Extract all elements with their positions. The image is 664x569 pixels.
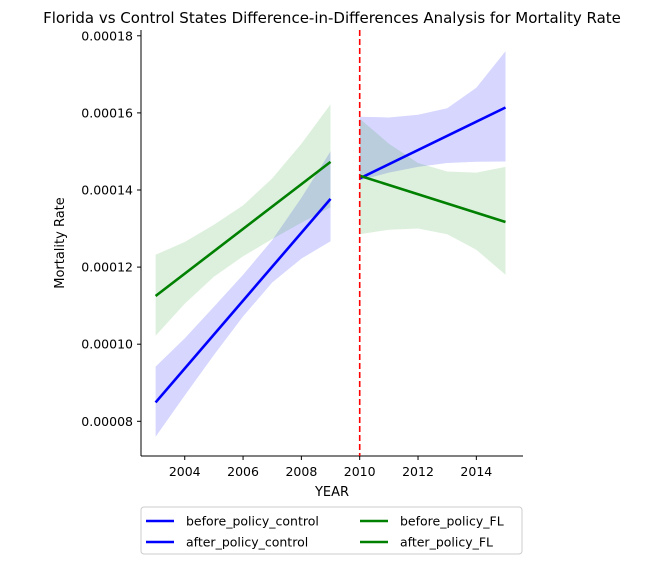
series-line-after_policy_FL xyxy=(359,174,506,224)
x-tick-label: 2004 xyxy=(169,464,201,479)
x-tick-label: 2012 xyxy=(402,464,434,479)
y-tick-label: 0.00016 xyxy=(81,105,133,120)
y-tick-label: 0.00014 xyxy=(81,182,133,197)
confidence-bands xyxy=(155,51,506,437)
legend-label-before_policy_control: before_policy_control xyxy=(186,514,319,529)
ci-band-after_policy_control xyxy=(359,51,506,181)
x-tick-label: 2010 xyxy=(344,464,376,479)
ci-band-before_policy_control xyxy=(155,151,331,437)
y-tick-label: 0.00010 xyxy=(81,337,133,352)
regression-lines xyxy=(154,106,507,404)
legend: before_policy_control after_policy_contro… xyxy=(140,506,523,555)
x-tick-label: 2014 xyxy=(460,464,492,479)
series-line-before_policy_FL xyxy=(154,160,332,298)
axes xyxy=(140,30,523,457)
x-axis-label: YEAR xyxy=(314,485,349,500)
chart-title: Florida vs Control States Difference-in-… xyxy=(43,9,621,27)
y-tick-label: 0.00018 xyxy=(81,28,133,43)
x-tick-label: 2006 xyxy=(227,464,259,479)
y-axis-label: Mortality Rate xyxy=(53,197,68,289)
legend-frame xyxy=(140,506,523,555)
x-ticks: 2004 2006 2008 2010 2012 2014 xyxy=(169,456,492,479)
legend-label-after_policy_FL: after_policy_FL xyxy=(400,535,493,550)
series-line-after_policy_control xyxy=(359,106,507,180)
ci-band-before_policy_FL xyxy=(155,104,331,336)
series-line-before_policy_control xyxy=(154,198,332,404)
y-tick-label: 0.00008 xyxy=(81,414,133,429)
x-tick-label: 2008 xyxy=(285,464,317,479)
legend-label-before_policy_FL: before_policy_FL xyxy=(400,514,504,529)
y-ticks: 0.00008 0.00010 0.00012 0.00014 0.00016 0.000… xyxy=(81,28,141,429)
legend-label-after_policy_control: after_policy_control xyxy=(186,535,308,550)
ci-band-after_policy_FL xyxy=(359,118,506,275)
y-tick-label: 0.00012 xyxy=(81,260,133,275)
